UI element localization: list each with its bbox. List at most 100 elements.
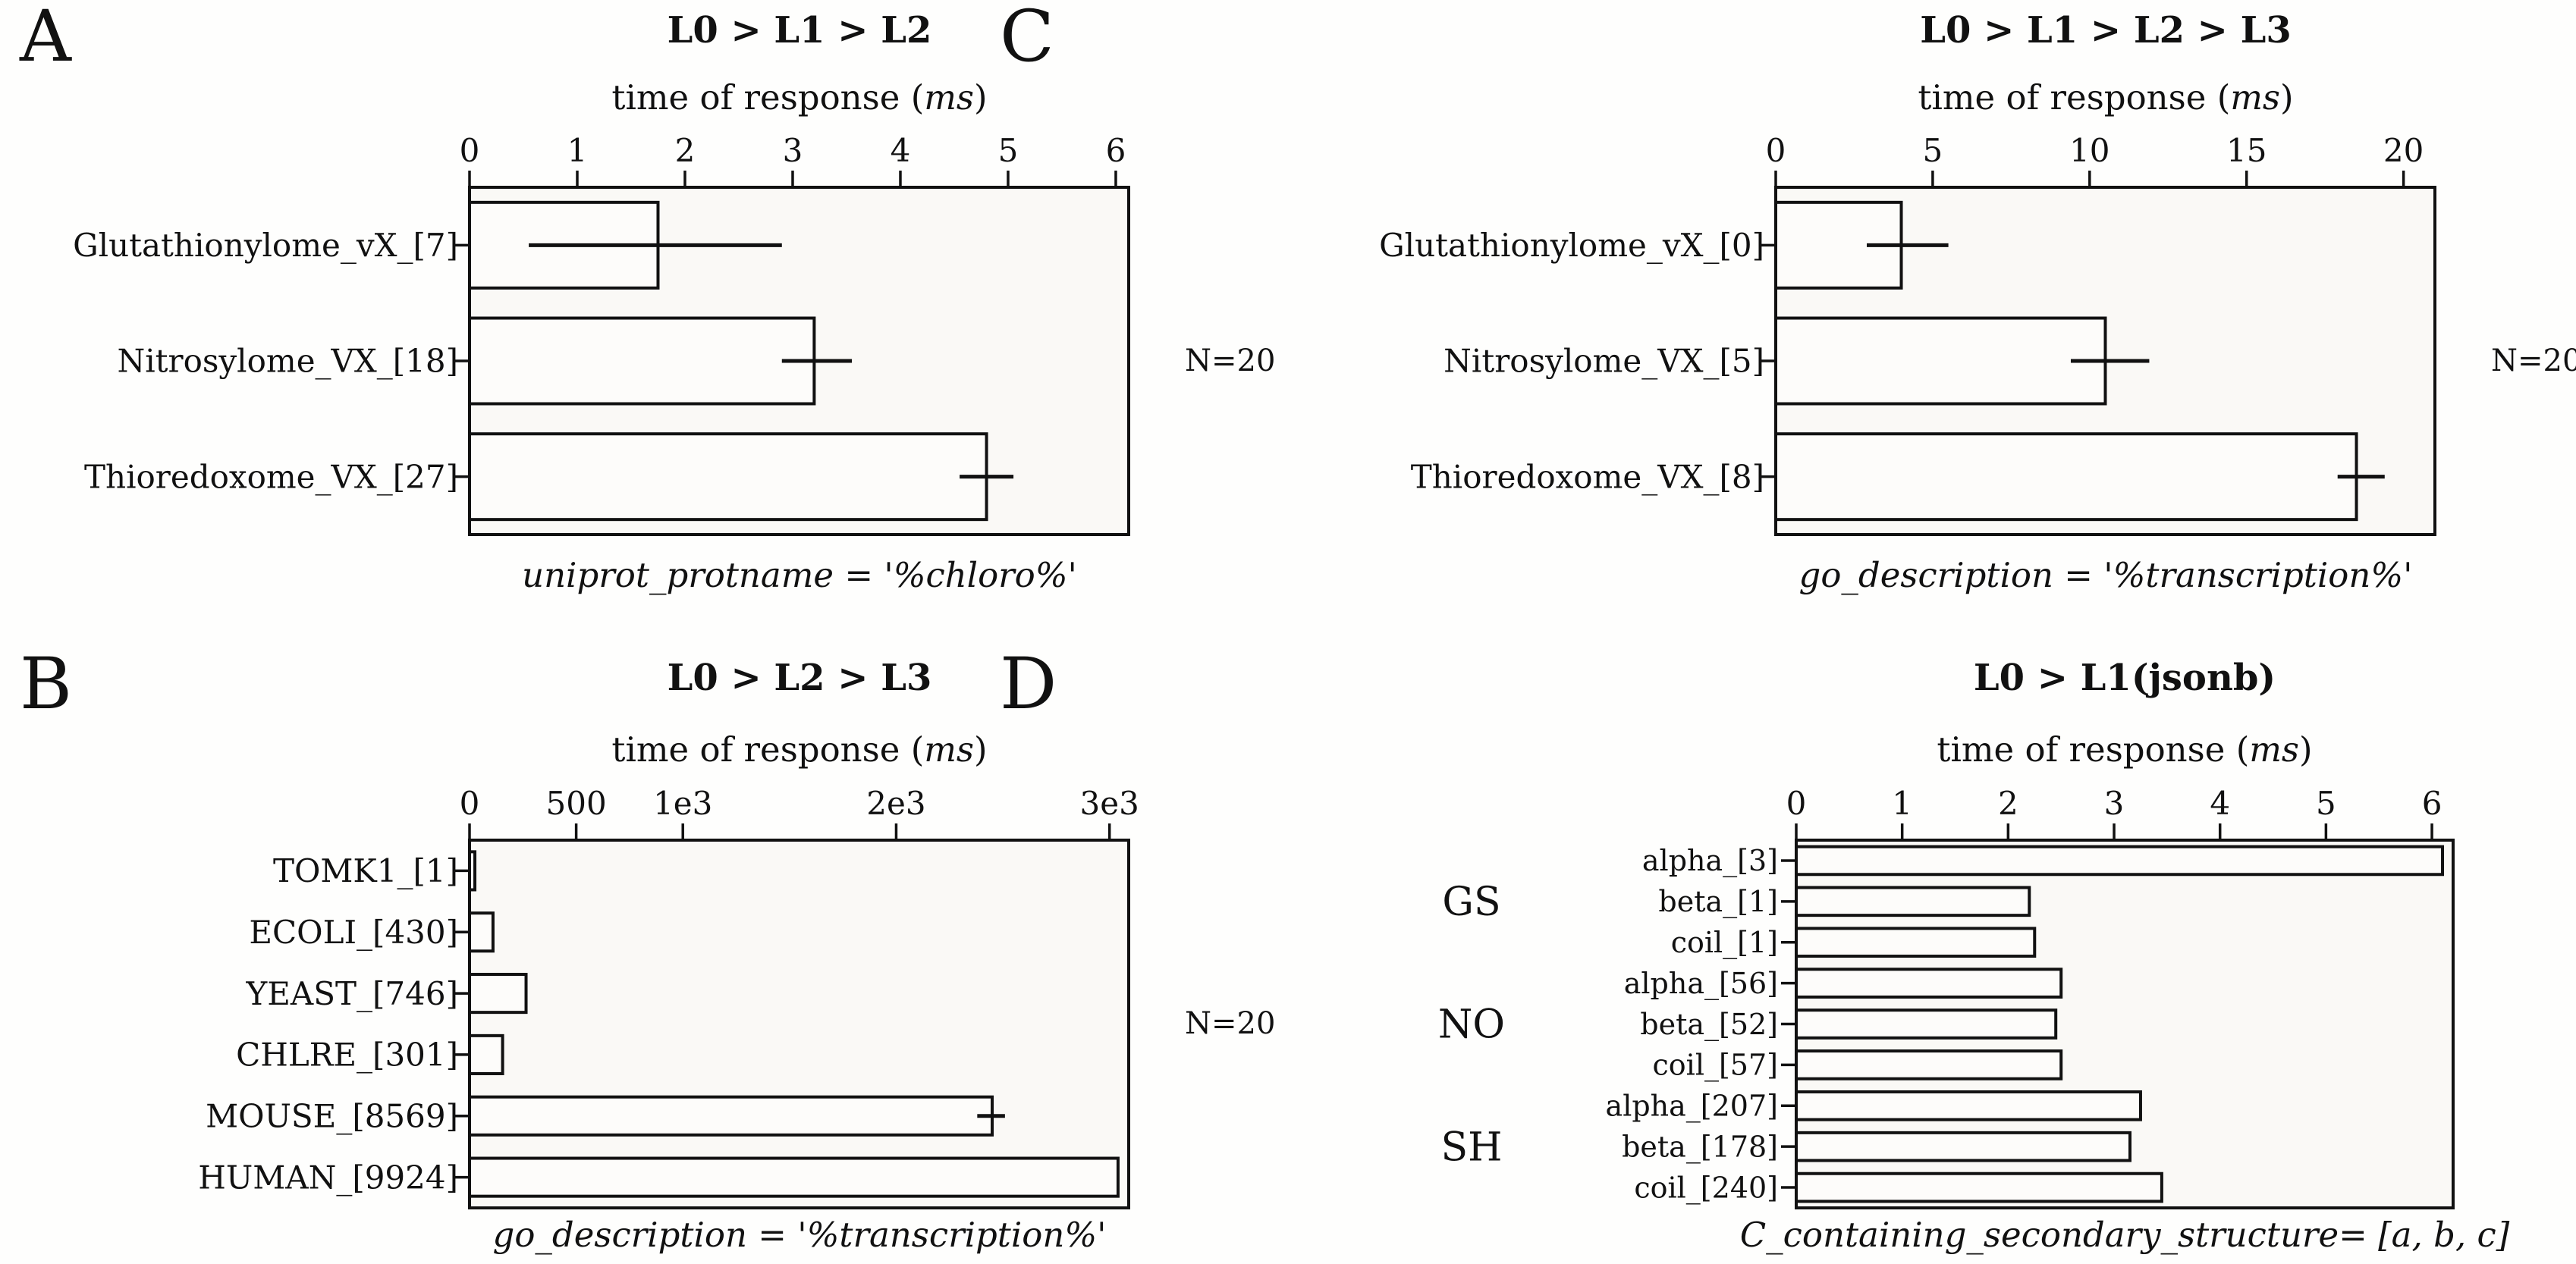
x-tick-label-D: 6 [2422,785,2442,822]
bar-B [468,1156,1120,1198]
panel-c-xaxis-label: time of response (ms) [1918,79,2293,117]
y-label-D: coil_[240] [1634,1171,1778,1205]
xlabel-unit: ms [924,77,975,118]
x-tick-label-D: 0 [1786,785,1807,822]
x-tick-label-D: 2 [1998,785,2018,822]
bar-B [468,850,477,892]
y-label-D: coil_[57] [1653,1049,1778,1083]
xlabel-suffix: ) [974,729,988,770]
x-tick-label-A: 5 [998,132,1019,169]
panel-c-n-annotation: N=20 [2491,343,2576,378]
x-tick-label-C: 10 [2069,132,2109,169]
xlabel-unit: ms [2249,729,2300,770]
y-label-D: beta_[1] [1658,885,1778,919]
panel-a-xaxis-label: time of response (ms) [611,79,987,117]
y-label-A: Thioredoxome_VX_[27] [84,458,458,495]
bar-C [1774,432,2358,522]
xlabel-prefix: time of response ( [611,729,925,770]
bar-C [1774,316,2107,406]
x-tick-label-A: 6 [1106,132,1126,169]
panel-b-letter: B [20,643,73,726]
y-label-C: Nitrosylome_VX_[5] [1444,343,1764,380]
panel-a-title: L0 > L1 > L2 [667,9,932,52]
x-tick-label-A: 2 [675,132,696,169]
y-label-C: Thioredoxome_VX_[8] [1411,458,1764,495]
bar-B [468,1095,994,1137]
x-tick-label-B: 0 [460,785,480,822]
bar-D [1795,1131,2131,1162]
x-tick-label-B: 2e3 [866,785,925,822]
panel-a-caption: uniprot_protname = '%chloro%' [522,555,1077,595]
y-label-D: coil_[1] [1671,926,1778,960]
bar-D [1795,1008,2058,1040]
x-tick-label-D: 3 [2104,785,2125,822]
bar-D [1795,968,2063,999]
bar-D [1795,1049,2063,1081]
x-tick-label-B: 3e3 [1080,785,1139,822]
xlabel-unit: ms [2230,77,2281,118]
x-tick-label-A: 0 [460,132,480,169]
panel-c-letter: C [1000,0,1054,78]
x-tick-label-B: 1e3 [653,785,712,822]
panel-b-caption: go_description = '%transcription%' [492,1215,1107,1255]
group-label-D: GS [1442,880,1500,925]
panel-c-title: L0 > L1 > L2 > L3 [1920,9,2292,52]
xlabel-suffix: ) [2280,77,2294,118]
x-tick-label-C: 15 [2226,132,2267,169]
panel-d-title: L0 > L1(jsonb) [1973,657,2276,699]
bar-B [468,973,528,1015]
panel-a-n-annotation: N=20 [1185,343,1276,378]
x-tick-label-C: 20 [2383,132,2424,169]
panel-b-title: L0 > L2 > L3 [667,657,932,699]
y-label-D: alpha_[56] [1624,967,1778,1001]
plot-box-B [468,839,1130,1209]
x-tick-label-D: 4 [2210,785,2230,822]
xlabel-unit: ms [924,729,975,770]
y-label-B: HUMAN_[9924] [198,1159,458,1196]
bar-B [468,1033,504,1075]
x-tick-label-A: 1 [567,132,588,169]
x-tick-label-C: 5 [1923,132,1943,169]
panel-b-xaxis-label: time of response (ms) [611,731,987,769]
panel-d-xaxis-label: time of response (ms) [1937,731,2312,769]
bar-D [1795,1090,2142,1121]
bar-D [1795,1171,2163,1203]
y-label-B: TOMK1_[1] [273,852,458,889]
x-tick-label-D: 5 [2316,785,2336,822]
bar-D [1795,927,2037,958]
y-label-B: MOUSE_[8569] [206,1097,458,1134]
x-tick-label-D: 1 [1892,785,1912,822]
y-label-D: beta_[52] [1640,1008,1778,1042]
group-label-D: NO [1438,1002,1505,1048]
x-tick-label-A: 3 [783,132,803,169]
bar-D [1795,886,2031,917]
x-tick-label-A: 4 [891,132,911,169]
y-label-D: alpha_[207] [1606,1090,1778,1124]
y-label-D: beta_[178] [1622,1130,1778,1164]
y-label-C: Glutathionylome_vX_[0] [1379,227,1764,264]
panel-c-caption: go_description = '%transcription%' [1798,555,2413,595]
xlabel-prefix: time of response ( [611,77,925,118]
x-tick-label-C: 0 [1766,132,1786,169]
bar-A [468,316,816,406]
xlabel-prefix: time of response ( [1937,729,2250,770]
panel-d-caption: C_containing_secondary_structure= [a, b,… [1739,1215,2510,1255]
bar-B [468,911,495,953]
y-label-B: YEAST_[746] [246,975,458,1012]
y-label-B: CHLRE_[301] [236,1037,458,1074]
xlabel-suffix: ) [2299,729,2313,770]
xlabel-prefix: time of response ( [1918,77,2231,118]
y-label-D: alpha_[3] [1642,844,1778,878]
panel-b-n-annotation: N=20 [1185,1006,1276,1041]
y-label-B: ECOLI_[430] [249,914,458,951]
y-label-A: Glutathionylome_vX_[7] [73,227,458,264]
bar-A [468,432,988,522]
group-label-D: SH [1441,1124,1503,1170]
panel-d-letter: D [1000,643,1057,726]
xlabel-suffix: ) [974,77,988,118]
x-tick-label-B: 500 [546,785,607,822]
panel-a-letter: A [20,0,71,78]
bar-D [1795,845,2445,877]
